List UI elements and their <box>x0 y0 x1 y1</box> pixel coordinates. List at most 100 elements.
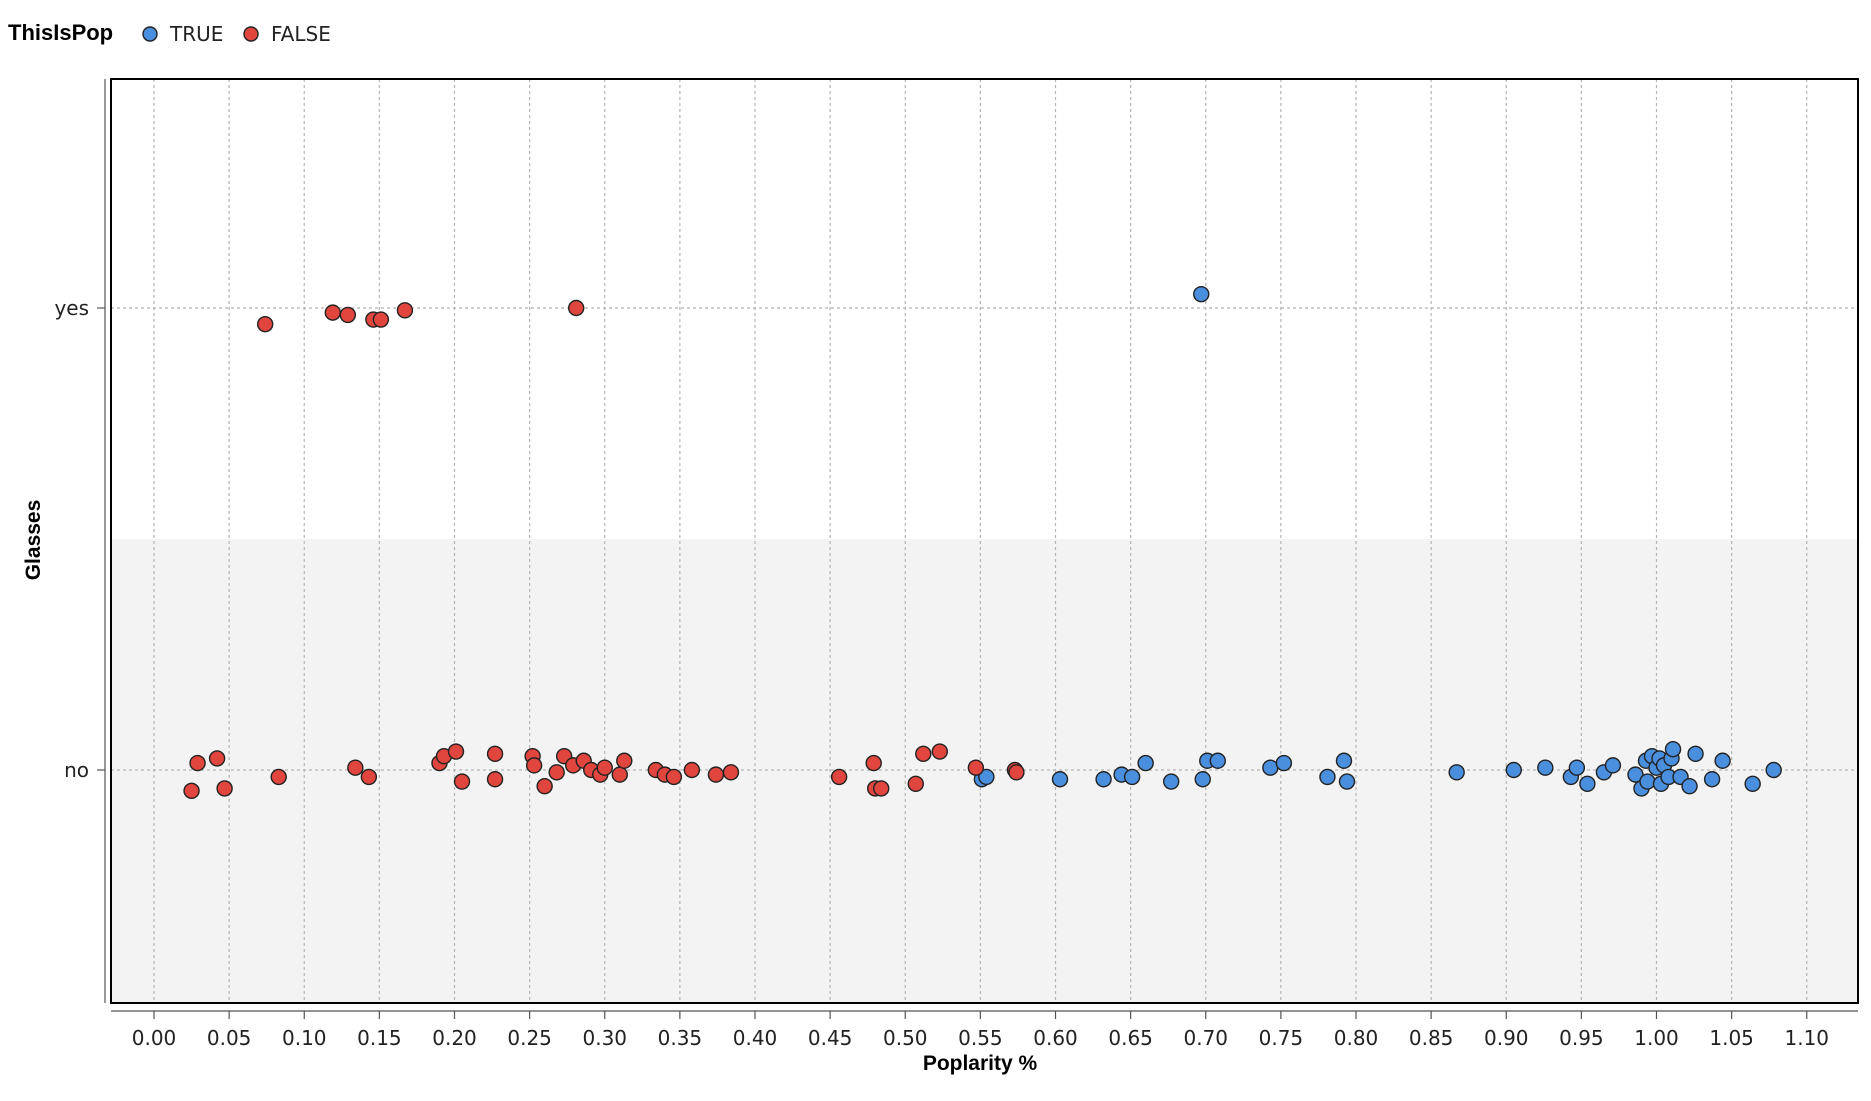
point-true <box>1627 766 1644 783</box>
point-false <box>683 761 701 779</box>
point-true <box>1448 764 1465 781</box>
point-false <box>396 302 414 319</box>
x-tick-label: 0.15 <box>357 1026 402 1050</box>
x-tick-label: 0.00 <box>132 1026 177 1050</box>
x-tick-label: 1.05 <box>1709 1026 1754 1050</box>
point-false <box>915 745 932 763</box>
point-false <box>486 771 504 788</box>
data-points <box>183 285 1782 799</box>
legend-marker-true <box>142 26 158 42</box>
point-false <box>270 768 287 786</box>
point-false <box>208 750 226 767</box>
point-true <box>1703 771 1721 788</box>
x-tick-label: 0.50 <box>883 1026 928 1050</box>
x-tick-label: 1.00 <box>1634 1026 1679 1050</box>
point-true <box>1262 759 1279 776</box>
point-true <box>1537 759 1554 776</box>
y-tick-label: yes <box>54 296 89 320</box>
legend-label-true: TRUE <box>169 22 223 46</box>
point-true <box>1714 752 1731 769</box>
point-false <box>447 743 465 760</box>
point-true <box>1137 754 1154 772</box>
point-false <box>931 743 949 760</box>
point-false <box>967 759 985 776</box>
x-axis-title: Poplarity % <box>923 1052 1038 1075</box>
point-false <box>183 782 200 799</box>
point-false <box>707 766 725 783</box>
point-true <box>1681 777 1698 795</box>
point-false <box>568 299 585 317</box>
x-tick-label: 0.45 <box>808 1026 853 1050</box>
x-tick-label: 0.95 <box>1559 1026 1604 1050</box>
point-true <box>1338 773 1356 790</box>
point-true <box>1193 285 1210 303</box>
x-tick-label: 0.65 <box>1108 1026 1153 1050</box>
x-axis: 0.00 0.05 0.10 0.15 0.20 0.25 0.30 0.35 0.40 0.45… <box>111 1010 1858 1050</box>
point-true <box>1744 775 1761 793</box>
point-true <box>1335 752 1353 769</box>
point-false <box>1008 764 1025 781</box>
x-tick-label: 0.55 <box>958 1026 1003 1050</box>
point-true <box>1639 773 1656 790</box>
x-tick-label: 0.20 <box>432 1026 477 1050</box>
point-false <box>865 754 882 772</box>
point-false <box>722 764 740 781</box>
point-false <box>596 759 613 776</box>
point-false <box>189 754 206 772</box>
x-tick-label: 0.25 <box>507 1026 552 1050</box>
point-true <box>1664 741 1682 758</box>
legend: ThisIsPop TRUE FALSE <box>8 20 331 46</box>
point-true <box>1095 771 1112 788</box>
x-tick-label: 0.30 <box>582 1026 627 1050</box>
x-tick-label: 0.60 <box>1033 1026 1078 1050</box>
legend-marker-false <box>243 26 259 42</box>
point-true <box>1568 759 1586 776</box>
point-false <box>525 757 543 774</box>
point-false <box>486 745 504 763</box>
x-tick-label: 0.90 <box>1484 1026 1529 1050</box>
point-true <box>1051 771 1069 788</box>
point-false <box>536 777 553 795</box>
point-false <box>665 768 683 786</box>
point-false <box>360 768 378 786</box>
legend-title: ThisIsPop <box>8 20 113 45</box>
x-tick-label: 0.10 <box>282 1026 327 1050</box>
point-false <box>347 759 364 776</box>
point-false <box>907 775 924 793</box>
x-tick-label: 0.80 <box>1334 1026 1379 1050</box>
point-true <box>1194 771 1211 788</box>
legend-label-false: FALSE <box>271 22 331 46</box>
point-false <box>873 780 890 797</box>
y-tick-label: no <box>64 758 89 782</box>
point-false <box>453 773 471 790</box>
point-true <box>1579 775 1596 793</box>
point-true <box>1162 773 1180 790</box>
point-false <box>611 766 628 783</box>
point-false <box>548 764 565 781</box>
point-true <box>1319 768 1336 786</box>
point-true <box>1604 757 1622 774</box>
x-tick-label: 0.75 <box>1259 1026 1304 1050</box>
plot-frame <box>110 78 1859 1004</box>
point-false <box>216 780 233 797</box>
x-tick-label: 0.05 <box>207 1026 252 1050</box>
point-true <box>1505 761 1522 779</box>
point-false <box>256 315 274 333</box>
x-tick-label: 0.40 <box>733 1026 778 1050</box>
plot-background-upper <box>111 79 1858 539</box>
point-true <box>1275 754 1293 772</box>
y-axis: yes no <box>54 79 106 1003</box>
x-tick-label: 1.10 <box>1784 1026 1829 1050</box>
point-false <box>324 304 341 321</box>
x-tick-label: 0.35 <box>658 1026 703 1050</box>
point-false <box>830 768 848 786</box>
grid <box>111 79 1858 1003</box>
point-true <box>1209 752 1226 769</box>
point-true <box>978 768 995 786</box>
point-true <box>1687 745 1704 763</box>
x-tick-label: 0.70 <box>1183 1026 1228 1050</box>
y-axis-title: Glasses <box>22 500 45 581</box>
point-false <box>372 311 390 328</box>
point-true <box>1765 761 1782 779</box>
